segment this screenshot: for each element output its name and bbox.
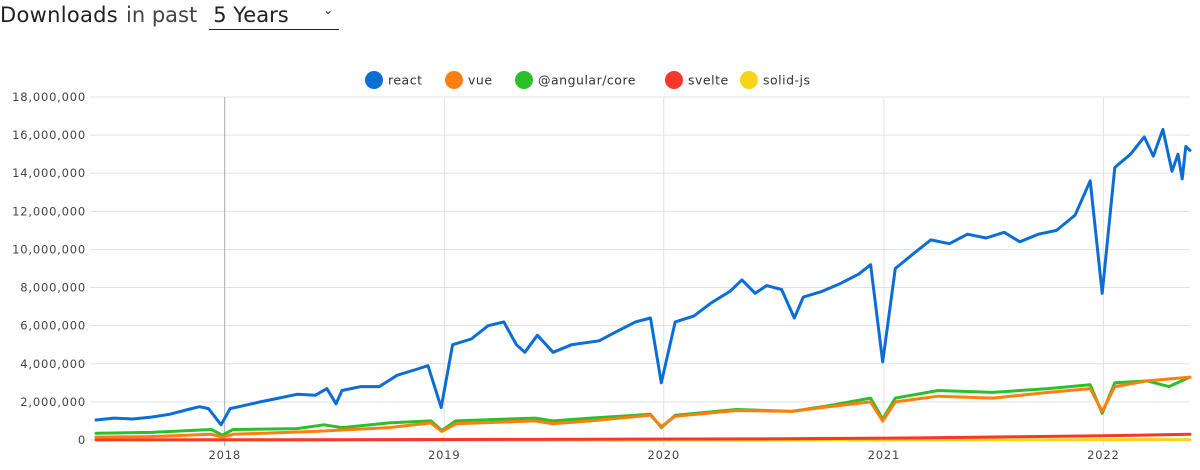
legend-label: vue: [468, 73, 493, 88]
chevron-down-icon: ⌄: [323, 3, 334, 17]
legend-marker: [515, 71, 533, 89]
legend-marker: [665, 71, 683, 89]
legend-marker: [365, 71, 383, 89]
y-tick-label: 10,000,000: [12, 242, 86, 256]
y-tick-label: 14,000,000: [12, 166, 86, 180]
header-connector: in past: [126, 3, 198, 27]
series-line-angularcore: [94, 375, 1192, 437]
y-tick-label: 16,000,000: [12, 128, 86, 142]
x-tick-label: 2022: [1087, 448, 1119, 462]
y-tick-label: 12,000,000: [12, 204, 86, 218]
x-tick-label: 2021: [868, 448, 900, 462]
legend-marker: [445, 71, 463, 89]
series-line-react: [94, 127, 1192, 427]
y-tick-label: 6,000,000: [20, 319, 86, 333]
period-select[interactable]: 5 Years ⌄: [209, 3, 340, 30]
y-tick-label: 18,000,000: [12, 90, 86, 104]
y-tick-label: 4,000,000: [20, 357, 86, 371]
legend-item-svelte[interactable]: svelte: [665, 71, 729, 89]
legend-label: svelte: [688, 73, 729, 88]
series-line-svelte: [94, 432, 1192, 442]
period-value: 5 Years: [213, 3, 289, 27]
header: Downloads in past 5 Years ⌄: [0, 3, 340, 30]
header-title: Downloads: [0, 3, 119, 27]
series-line-vue: [94, 375, 1192, 439]
legend-label: solid-js: [763, 73, 811, 88]
legend-item-vue[interactable]: vue: [445, 71, 493, 89]
legend-item-solidjs[interactable]: solid-js: [740, 71, 811, 89]
legend-label: @angular/core: [538, 73, 636, 88]
y-tick-label: 8,000,000: [20, 281, 86, 295]
legend-item-angularcore[interactable]: @angular/core: [515, 71, 636, 89]
legend-marker: [740, 71, 758, 89]
x-tick-label: 2019: [428, 448, 460, 462]
x-tick-label: 2018: [208, 448, 240, 462]
y-tick-label: 2,000,000: [20, 395, 86, 409]
legend-item-react[interactable]: react: [365, 71, 423, 89]
legend-label: react: [388, 73, 423, 88]
y-tick-label: 0: [78, 433, 86, 447]
x-tick-label: 2020: [648, 448, 680, 462]
